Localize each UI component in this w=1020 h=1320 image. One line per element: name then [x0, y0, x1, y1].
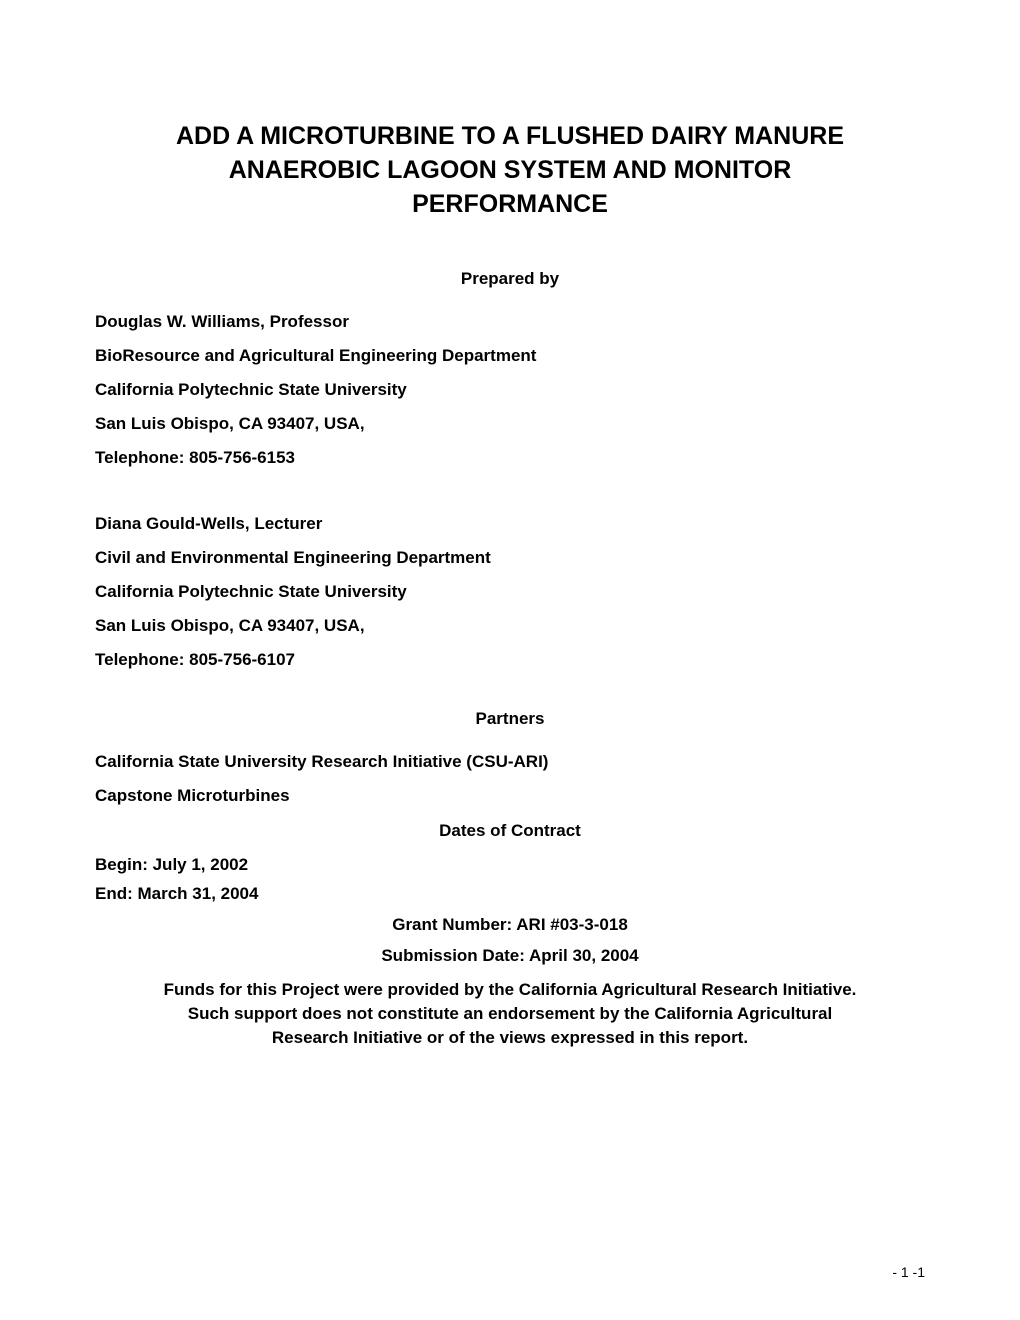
author-address: San Luis Obispo, CA 93407, USA, [95, 609, 925, 643]
author-block-2: Diana Gould-Wells, Lecturer Civil and En… [95, 507, 925, 677]
author-telephone: Telephone: 805-756-6107 [95, 643, 925, 677]
author-university: California Polytechnic State University [95, 575, 925, 609]
begin-date: Begin: July 1, 2002 [95, 851, 925, 880]
footer-line-1: Funds for this Project were provided by … [164, 980, 857, 999]
footer-line-2: Such support does not constitute an endo… [188, 1004, 833, 1023]
dates-block: Begin: July 1, 2002 End: March 31, 2004 [95, 851, 925, 909]
dates-heading: Dates of Contract [95, 821, 925, 841]
partner-item: California State University Research Ini… [95, 745, 925, 779]
partners-block: California State University Research Ini… [95, 745, 925, 813]
footer-line-3: Research Initiative or of the views expr… [272, 1028, 748, 1047]
prepared-by-heading: Prepared by [95, 269, 925, 289]
title-line-2: ANAEROBIC LAGOON SYSTEM AND MONITOR [229, 156, 792, 184]
author-name: Douglas W. Williams, Professor [95, 305, 925, 339]
title-line-1: ADD A MICROTURBINE TO A FLUSHED DAIRY MA… [176, 122, 844, 150]
author-address: San Luis Obispo, CA 93407, USA, [95, 407, 925, 441]
author-department: BioResource and Agricultural Engineering… [95, 339, 925, 373]
author-telephone: Telephone: 805-756-6153 [95, 441, 925, 475]
footer-note: Funds for this Project were provided by … [95, 978, 925, 1049]
document-title: ADD A MICROTURBINE TO A FLUSHED DAIRY MA… [95, 120, 925, 221]
title-line-3: PERFORMANCE [412, 190, 608, 218]
grant-number: Grant Number: ARI #03-3-018 [95, 909, 925, 940]
author-department: Civil and Environmental Engineering Depa… [95, 541, 925, 575]
partner-item: Capstone Microturbines [95, 779, 925, 813]
page-number: - 1 -1 [892, 1264, 925, 1280]
partners-heading: Partners [95, 709, 925, 729]
submission-date: Submission Date: April 30, 2004 [95, 940, 925, 971]
author-block-1: Douglas W. Williams, Professor BioResour… [95, 305, 925, 475]
end-date: End: March 31, 2004 [95, 880, 925, 909]
author-name: Diana Gould-Wells, Lecturer [95, 507, 925, 541]
author-university: California Polytechnic State University [95, 373, 925, 407]
